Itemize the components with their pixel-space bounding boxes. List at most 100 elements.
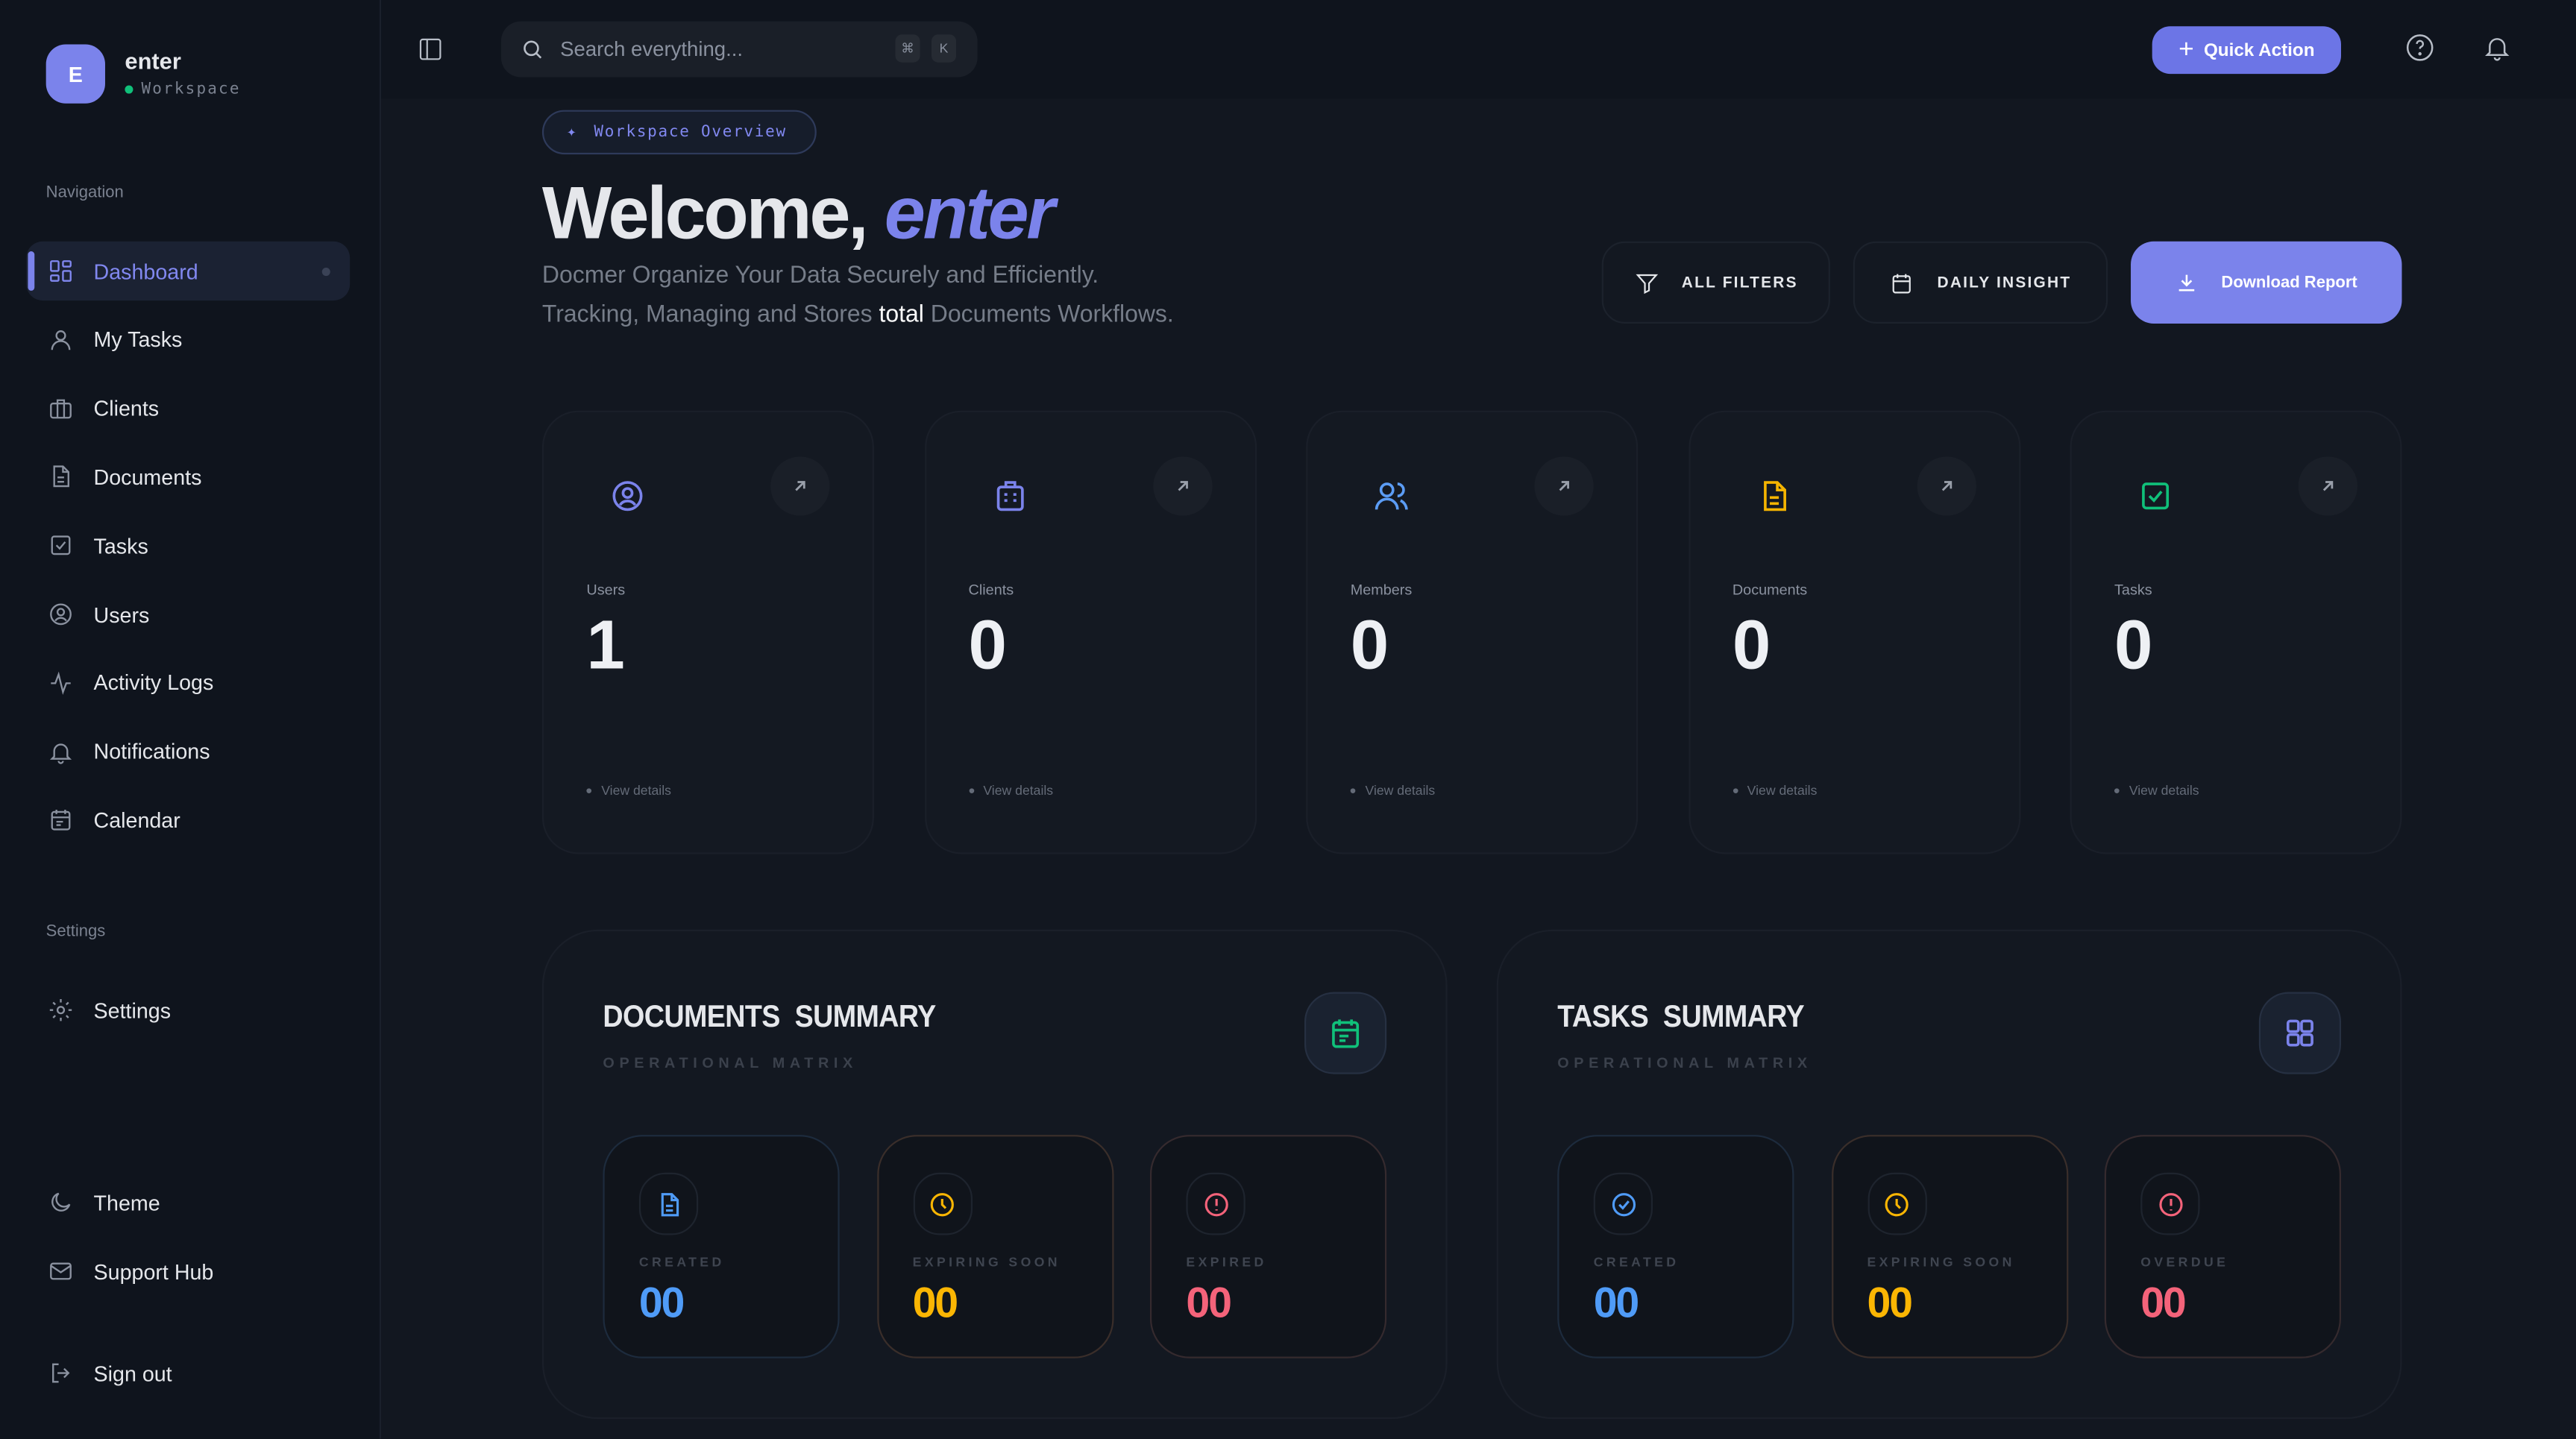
summary-icon-button[interactable]: [1304, 992, 1387, 1074]
subtitle-line1: Docmer Organize Your Data Securely and E…: [541, 262, 1099, 289]
activity-icon: [51, 671, 71, 695]
stat-card-users[interactable]: Users 1 View details: [541, 410, 874, 854]
user-name: enter: [125, 47, 181, 75]
stat-value: 0: [1732, 605, 1771, 684]
sidebar-item-clients[interactable]: Clients: [26, 379, 350, 438]
all-filters-button[interactable]: ALL FILTERS: [1601, 241, 1830, 324]
metric-value: 00: [912, 1277, 959, 1327]
stat-card-tasks[interactable]: Tasks 0 View details: [2070, 410, 2402, 854]
metric-icon-wrap: [912, 1172, 972, 1235]
stat-card-documents[interactable]: Documents 0 View details: [1688, 410, 2020, 854]
summary-metric-expired[interactable]: EXPIRED 00: [1149, 1135, 1387, 1358]
sidebar-item-label: Notifications: [93, 739, 210, 764]
summary-metric-expiring-soon[interactable]: EXPIRING SOON 00: [876, 1135, 1113, 1358]
open-button[interactable]: [1534, 456, 1594, 516]
metric-label: EXPIRING SOON: [1867, 1254, 2015, 1270]
sidebar-item-label: My Tasks: [93, 327, 183, 353]
stat-label: Users: [586, 581, 626, 598]
open-button[interactable]: [1152, 456, 1212, 516]
mail-icon: [50, 1262, 72, 1280]
alert-icon: [2158, 1192, 2182, 1216]
summary-title: TASKS SUMMARY: [1557, 1000, 1804, 1035]
line2-bold: total: [879, 302, 924, 329]
view-details-link[interactable]: View details: [1350, 784, 1435, 799]
arrow-up-right-icon: [2322, 481, 2334, 491]
summary-card-1: TASKS SUMMARY OPERATIONAL MATRIX CREATED…: [1496, 929, 2402, 1420]
metric-icon-wrap: [1186, 1172, 1245, 1235]
sidebar-item-activity-logs[interactable]: Activity Logs: [26, 653, 350, 712]
summary-icon-button[interactable]: [2258, 992, 2341, 1074]
sidebar-toggle-icon[interactable]: [418, 36, 444, 62]
stat-label: Tasks: [2114, 581, 2152, 598]
metric-value: 00: [1593, 1277, 1639, 1327]
summary-metric-overdue[interactable]: OVERDUE 00: [2104, 1135, 2341, 1358]
open-button[interactable]: [770, 456, 830, 516]
bell-icon: [49, 743, 72, 763]
sidebar-item-calendar[interactable]: Calendar: [26, 790, 350, 849]
metric-label: EXPIRING SOON: [912, 1254, 1061, 1270]
help-icon[interactable]: [2405, 33, 2435, 63]
sidebar-item-label: Documents: [93, 465, 202, 490]
workspace-overview-badge: ✦ Workspace Overview: [541, 110, 817, 155]
sidebar-item-users[interactable]: Users: [26, 585, 350, 643]
kbd-k: K: [931, 34, 957, 63]
daily-insight-button[interactable]: DAILY INSIGHT: [1853, 241, 2108, 324]
nav-section-title: Navigation: [45, 183, 124, 202]
summary-subtitle: OPERATIONAL MATRIX: [1557, 1054, 1812, 1071]
sidebar-item-support-hub[interactable]: Support Hub: [26, 1241, 350, 1300]
sidebar-item-documents[interactable]: Documents: [26, 447, 350, 506]
metric-value: 00: [1867, 1277, 1912, 1327]
checkbox-icon: [2142, 482, 2170, 510]
status-dot: [125, 85, 133, 94]
stat-card-clients[interactable]: Clients 0 View details: [924, 410, 1257, 854]
sidebar-item-label: Sign out: [93, 1361, 172, 1386]
view-details-link[interactable]: View details: [1732, 784, 1817, 799]
sidebar-item-label: Dashboard: [93, 258, 198, 283]
sidebar-item-label: Clients: [93, 396, 160, 421]
calendar-icon: [1893, 273, 1911, 293]
stat-label: Documents: [1732, 581, 1808, 598]
kbd-cmd: ⌘: [895, 34, 920, 63]
moon-icon: [51, 1192, 71, 1212]
sidebar-item-notifications[interactable]: Notifications: [26, 722, 350, 781]
metric-value: 00: [2140, 1277, 2186, 1327]
arrow-up-right-icon: [1559, 481, 1569, 491]
gear-icon: [49, 999, 72, 1021]
sidebar-item-tasks[interactable]: Tasks: [26, 516, 350, 575]
download-icon: [2178, 274, 2195, 292]
sparkle-icon: ✦: [566, 123, 578, 142]
sidebar-item-dashboard[interactable]: Dashboard: [26, 241, 351, 301]
metric-value: 00: [1186, 1277, 1231, 1327]
metric-icon-wrap: [2140, 1172, 2200, 1235]
view-details-link[interactable]: View details: [586, 784, 671, 799]
calendar-icon: [51, 810, 71, 831]
stat-label: Clients: [968, 581, 1014, 598]
greeting: Welcome,: [541, 171, 869, 255]
users-icon: [1375, 482, 1408, 510]
open-button[interactable]: [2298, 456, 2358, 516]
download-label: Download Report: [2221, 273, 2357, 292]
summary-metric-created[interactable]: CREATED 00: [603, 1135, 840, 1358]
download-report-button[interactable]: Download Report: [2131, 241, 2402, 324]
metric-label: CREATED: [638, 1254, 725, 1270]
workspace-text: Workspace: [141, 80, 241, 99]
search-input[interactable]: Search everything... ⌘ K: [500, 21, 978, 78]
sidebar-item-theme[interactable]: Theme: [26, 1173, 350, 1232]
avatar[interactable]: E: [45, 44, 105, 104]
open-button[interactable]: [1916, 456, 1976, 516]
summary-metric-created[interactable]: CREATED 00: [1557, 1135, 1794, 1358]
view-details-link[interactable]: View details: [2114, 784, 2199, 799]
stat-card-members[interactable]: Members 0 View details: [1306, 410, 1639, 854]
sidebar-item-label: Activity Logs: [93, 670, 214, 696]
plus-icon: +: [2178, 35, 2194, 63]
sidebar-item-label: Theme: [93, 1189, 160, 1215]
sidebar-item-settings[interactable]: Settings: [26, 980, 350, 1039]
summary-metric-expiring-soon[interactable]: EXPIRING SOON 00: [1831, 1135, 2068, 1358]
bell-icon[interactable]: [2482, 33, 2512, 63]
view-details-link[interactable]: View details: [968, 784, 1053, 799]
sidebar-item-sign-out[interactable]: Sign out: [26, 1344, 350, 1402]
metric-label: OVERDUE: [2140, 1254, 2229, 1270]
sidebar-item-my-tasks[interactable]: My Tasks: [26, 310, 350, 369]
quick-action-button[interactable]: + Quick Action: [2152, 26, 2341, 75]
metric-icon-wrap: [1867, 1172, 1926, 1235]
